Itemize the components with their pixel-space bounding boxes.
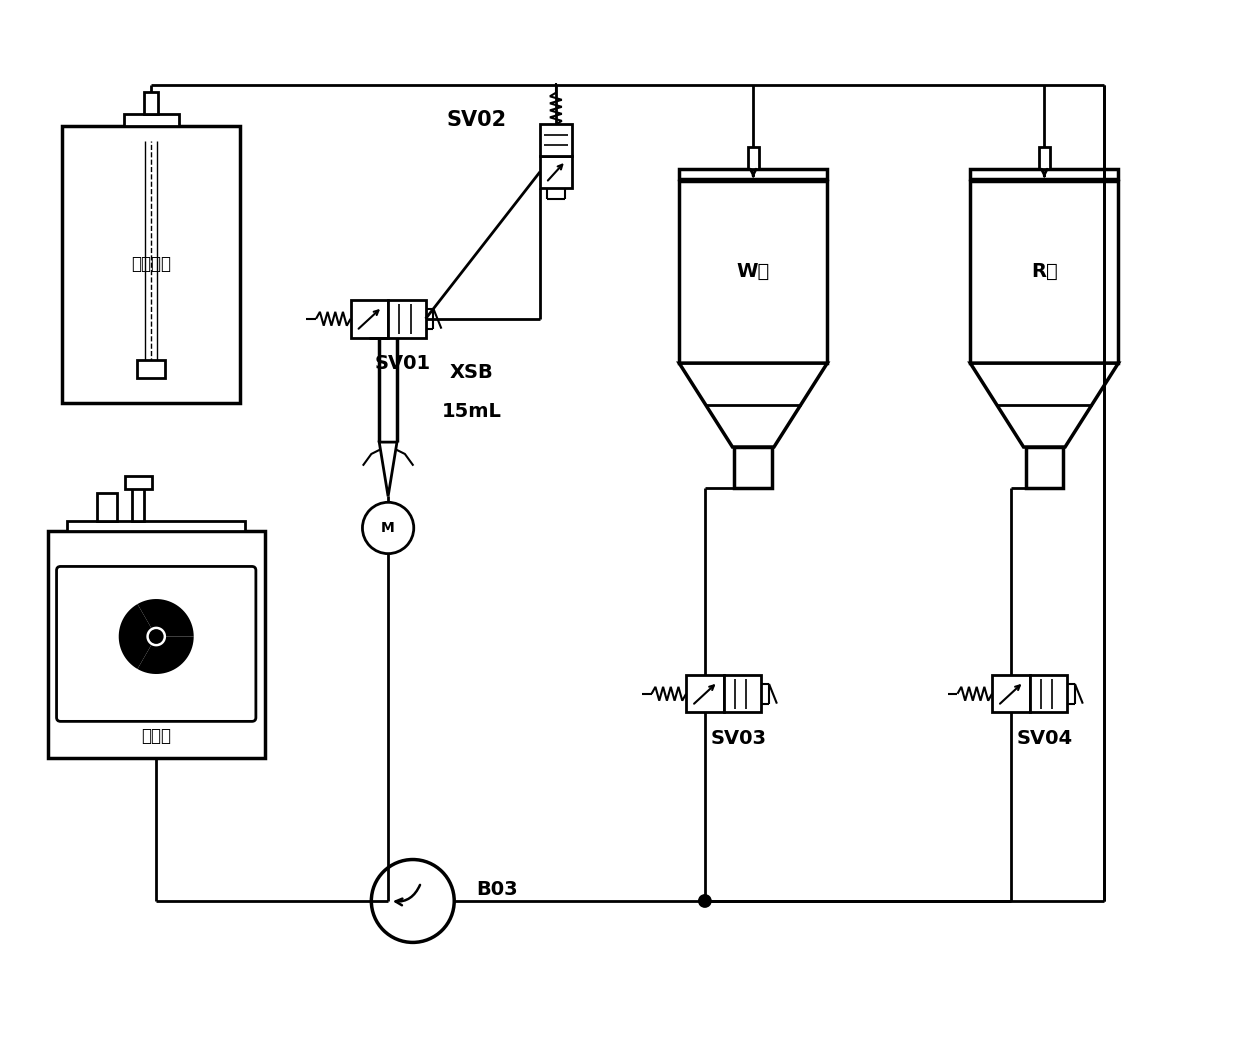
Bar	[1029, 675, 1066, 713]
Circle shape	[149, 611, 164, 624]
Polygon shape	[379, 442, 397, 496]
Bar	[67, 521, 246, 531]
Bar	[125, 476, 153, 490]
Text: 稿释液桶: 稿释液桶	[131, 255, 171, 273]
Bar	[97, 493, 117, 521]
Bar	[124, 114, 179, 126]
Bar	[1039, 147, 1050, 169]
Bar	[680, 181, 827, 364]
Circle shape	[133, 639, 146, 653]
Text: 废液桶: 废液桶	[141, 727, 171, 745]
Polygon shape	[680, 364, 827, 447]
Bar	[1025, 447, 1063, 489]
Bar	[680, 169, 827, 179]
Bar	[541, 156, 572, 187]
Text: 15mL: 15mL	[441, 403, 502, 421]
Bar	[971, 169, 1118, 179]
Circle shape	[698, 894, 712, 908]
Bar	[686, 675, 724, 713]
Bar	[734, 447, 773, 489]
Text: XSB: XSB	[450, 363, 494, 382]
Bar	[971, 181, 1118, 364]
Bar	[131, 479, 144, 521]
Polygon shape	[119, 604, 151, 669]
Text: SV02: SV02	[446, 110, 507, 130]
Text: SV01: SV01	[374, 354, 432, 373]
Bar	[388, 300, 425, 337]
Text: M: M	[381, 521, 396, 535]
Bar	[62, 126, 241, 403]
FancyBboxPatch shape	[57, 566, 255, 721]
Bar	[144, 91, 159, 114]
Polygon shape	[138, 599, 193, 637]
Circle shape	[362, 502, 414, 554]
Text: R池: R池	[1030, 263, 1058, 282]
Circle shape	[371, 860, 454, 943]
Bar	[748, 147, 759, 169]
Bar	[138, 360, 165, 378]
Bar	[47, 531, 265, 758]
Bar	[724, 675, 761, 713]
Text: W池: W池	[737, 263, 770, 282]
Circle shape	[166, 639, 180, 653]
Polygon shape	[138, 637, 193, 674]
Text: SV03: SV03	[711, 728, 766, 747]
Circle shape	[149, 630, 164, 644]
Text: SV04: SV04	[1017, 728, 1073, 747]
Bar	[351, 300, 388, 337]
Polygon shape	[971, 364, 1118, 447]
Bar	[992, 675, 1029, 713]
Bar	[541, 124, 572, 156]
Text: B03: B03	[476, 880, 517, 899]
